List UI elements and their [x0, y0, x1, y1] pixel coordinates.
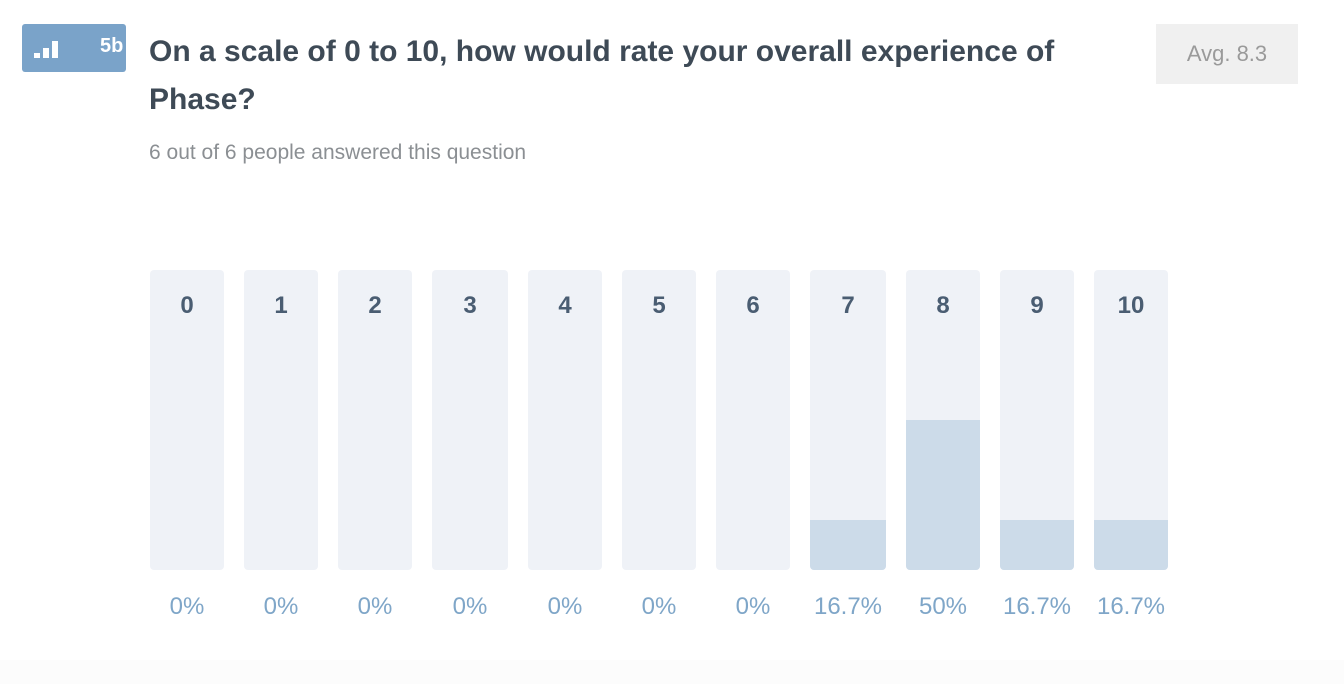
bar-chart-icon [34, 38, 64, 58]
rating-bar-7 [810, 520, 886, 570]
rating-percent-label: 0% [452, 593, 488, 620]
rating-percent-label: 0% [357, 593, 393, 620]
question-title: On a scale of 0 to 10, how would rate yo… [149, 35, 1055, 116]
rating-column-4: 4 [528, 270, 602, 570]
rating-column-8: 8 [906, 270, 980, 570]
rating-column-9: 9 [1000, 270, 1074, 570]
rating-label: 1 [274, 292, 288, 319]
rating-label: 0 [180, 292, 194, 319]
rating-percent-label: 0% [641, 593, 677, 620]
rating-bar-9 [1000, 520, 1074, 570]
rating-column-10: 10 [1094, 270, 1168, 570]
rating-percent-label: 0% [263, 593, 299, 620]
rating-label: 6 [746, 292, 760, 319]
rating-label: 7 [841, 292, 855, 319]
rating-percent-label: 0% [735, 593, 771, 620]
rating-percent-label: 16.7% [1002, 593, 1072, 620]
footer-band [0, 660, 1344, 684]
rating-percent-label: 0% [169, 593, 205, 620]
rating-column-5: 5 [622, 270, 696, 570]
rating-label: 10 [1117, 292, 1145, 319]
rating-bar-10 [1094, 520, 1168, 570]
rating-bar-8 [906, 420, 980, 570]
rating-label: 8 [936, 292, 950, 319]
rating-percent-label: 50% [918, 593, 968, 620]
rating-label: 2 [368, 292, 382, 319]
rating-label: 3 [463, 292, 477, 319]
rating-column-6: 6 [716, 270, 790, 570]
rating-percent-label: 16.7% [813, 593, 883, 620]
question-number: 5b [100, 35, 124, 57]
rating-column-0: 0 [150, 270, 224, 570]
rating-label: 9 [1030, 292, 1044, 319]
rating-column-3: 3 [432, 270, 508, 570]
response-count: 6 out of 6 people answered this question [149, 141, 527, 164]
question-badge: 5b [22, 24, 126, 72]
rating-label: 5 [652, 292, 666, 319]
rating-column-1: 1 [244, 270, 318, 570]
rating-label: 4 [558, 292, 572, 319]
rating-percent-label: 0% [547, 593, 583, 620]
rating-column-2: 2 [338, 270, 412, 570]
rating-column-7: 7 [810, 270, 886, 570]
average-score-badge: Avg. 8.3 [1156, 24, 1298, 84]
rating-percent-label: 16.7% [1096, 593, 1166, 620]
